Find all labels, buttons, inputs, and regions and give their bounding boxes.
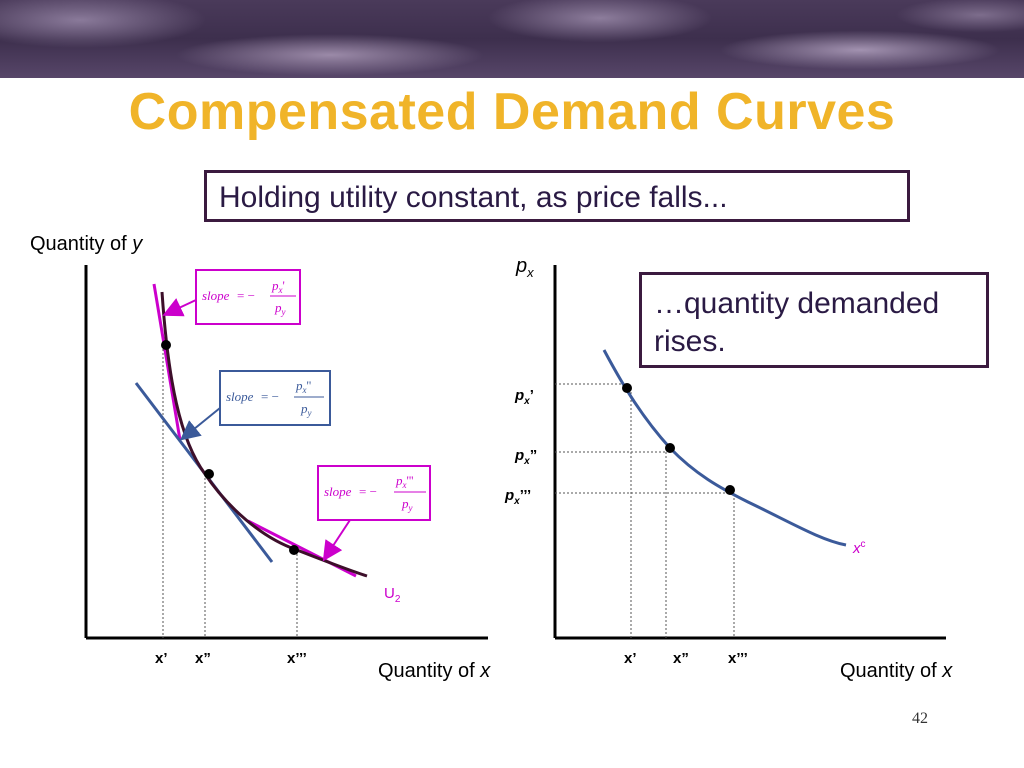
callout-quantity-rises: …quantity demanded rises. — [639, 272, 989, 368]
slope-arrow-2 — [179, 407, 221, 441]
right-tick-x1: x’ — [624, 650, 637, 667]
left-graph: Quantity of y Quantity of x slope = − px… — [30, 233, 491, 682]
right-y-axis-label: px — [515, 255, 534, 280]
demand-point-3 — [725, 485, 735, 495]
header-banner — [0, 0, 1024, 78]
left-y-axis-label: Quantity of y — [30, 233, 143, 255]
callout-holding-utility: Holding utility constant, as price falls… — [204, 170, 910, 222]
demand-curve-label: xc — [852, 539, 866, 557]
curve-label-u2: U2 — [384, 585, 401, 605]
slope-box-1: slope = − px' py — [195, 269, 301, 325]
slope-box-3: slope = − px''' py — [317, 465, 431, 521]
left-x-axis-label: Quantity of x — [378, 660, 491, 682]
slope-box-2: slope = − px'' py — [219, 370, 331, 426]
left-tick-x1: x’ — [155, 650, 168, 667]
tangency-point-1 — [161, 340, 171, 350]
svg-text:= −: = − — [359, 484, 377, 499]
svg-text:slope: slope — [202, 288, 230, 303]
left-tick-x3: x’’’ — [287, 650, 307, 667]
svg-text:py: py — [274, 300, 286, 317]
slope-arrow-3 — [322, 519, 351, 562]
svg-text:px''': px''' — [395, 473, 414, 490]
demand-point-2 — [665, 443, 675, 453]
tangent-line-1 — [152, 283, 182, 441]
compensated-demand-curve — [602, 349, 847, 547]
right-graph: px Quantity of x px’ px” px’’’ xc x’ x” … — [504, 255, 953, 682]
right-tick-x2: x” — [673, 650, 689, 667]
left-tick-x2: x” — [195, 650, 211, 667]
svg-text:px': px' — [271, 278, 285, 295]
tangency-point-2 — [204, 469, 214, 479]
indifference-curve-u2 — [160, 291, 368, 578]
slide-title: Compensated Demand Curves — [128, 83, 896, 141]
svg-text:slope: slope — [324, 484, 352, 499]
svg-text:py: py — [300, 401, 312, 418]
price-label-2: px” — [514, 447, 537, 467]
price-label-3: px’’’ — [504, 487, 531, 507]
svg-text:= −: = − — [237, 288, 255, 303]
page-number: 42 — [912, 710, 928, 727]
demand-point-1 — [622, 383, 632, 393]
svg-text:px'': px'' — [295, 378, 311, 395]
tangency-point-3 — [289, 545, 299, 555]
svg-text:py: py — [401, 496, 413, 513]
right-tick-x3: x’’’ — [728, 650, 748, 667]
slope-arrow-1 — [162, 298, 197, 317]
svg-text:= −: = − — [261, 389, 279, 404]
right-x-axis-label: Quantity of x — [840, 660, 953, 682]
svg-text:slope: slope — [226, 389, 254, 404]
price-label-1: px’ — [514, 387, 534, 407]
